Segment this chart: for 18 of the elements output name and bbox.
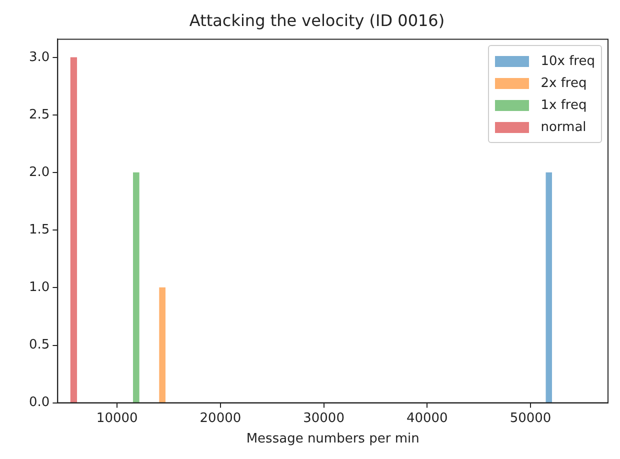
legend-label: 1x freq <box>540 98 587 113</box>
y-tick-label: 0.5 <box>28 338 50 353</box>
x-tick-label: 40000 <box>406 410 448 426</box>
legend-label: 2x freq <box>540 76 587 91</box>
x-tick-label: 20000 <box>200 410 242 426</box>
x-tick-label: 10000 <box>96 410 138 426</box>
y-tick-label: 3.0 <box>28 50 50 65</box>
x-tick-label: 30000 <box>303 410 344 426</box>
y-tick-label: 2.0 <box>28 165 50 180</box>
y-tick-label: 2.5 <box>28 108 50 123</box>
legend-label: normal <box>540 120 586 135</box>
legend-label: 10x freq <box>540 54 595 69</box>
chart-title: Attacking the velocity (ID 0016) <box>189 10 445 30</box>
x-axis-title: Message numbers per min <box>246 432 420 447</box>
y-tick-label: 0.0 <box>28 395 50 410</box>
y-tick-label: 1.5 <box>28 222 50 238</box>
x-tick-label: 50000 <box>510 410 552 426</box>
y-tick-label: 1.0 <box>28 280 50 296</box>
